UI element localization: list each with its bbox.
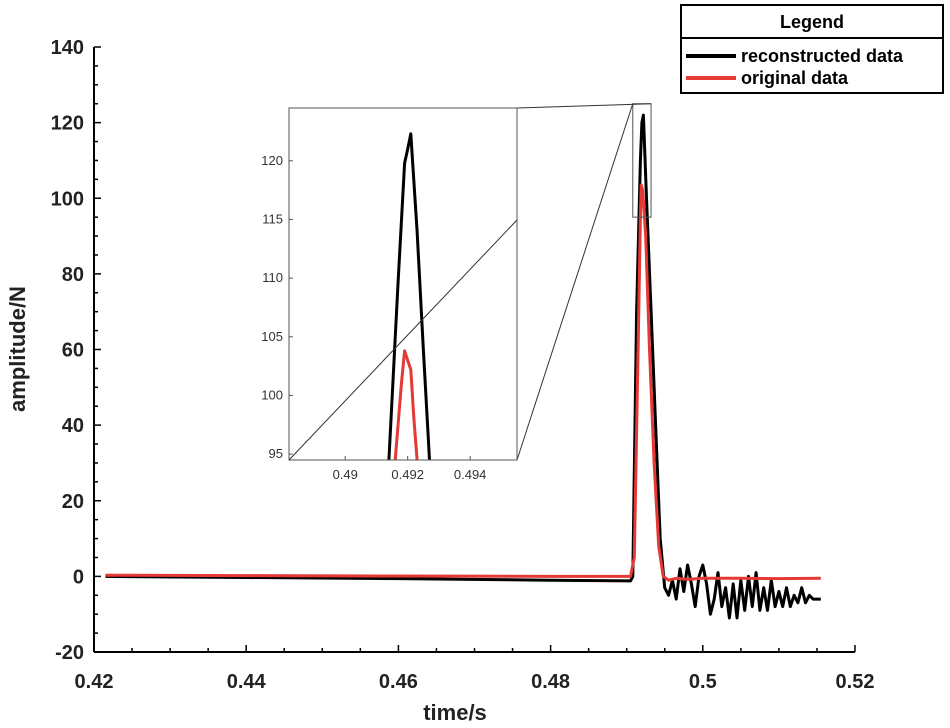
legend-title: Legend [780, 12, 844, 32]
x-axis-title: time/s [423, 700, 487, 725]
inset-y-tick-label: 115 [262, 211, 283, 226]
inset-y-tick-label: 105 [261, 329, 283, 344]
y-tick-label: 100 [51, 188, 84, 210]
x-tick-label: 0.44 [227, 671, 267, 693]
zoom-indicator [516, 103, 652, 461]
x-ticks: 0.42 0.44 0.46 0.48 0.5 0.52 [75, 645, 875, 693]
inset-y-tick-label: 120 [261, 153, 283, 168]
y-tick-label: 80 [62, 264, 84, 286]
y-axis-title: amplitude/N [5, 286, 30, 412]
y-tick-label: 140 [51, 37, 84, 59]
x-tick-label: 0.5 [689, 671, 717, 693]
legend: Legend reconstructed data original data [680, 4, 944, 94]
inset-x-tick-label: 0.492 [391, 467, 424, 482]
inset-x-tick-label: 0.49 [333, 467, 358, 482]
inset-y-tick-label: 110 [262, 270, 283, 285]
series-line-reconstructed-data [105, 113, 821, 620]
inset-y-tick-label: 100 [261, 387, 283, 402]
y-tick-label: 60 [62, 340, 84, 362]
series-line-original-data [105, 183, 821, 582]
inset-x-tick-label: 0.494 [454, 467, 487, 482]
inset-border [288, 107, 518, 461]
inset-series-line-original-data [393, 349, 419, 461]
y-tick-label: 20 [62, 491, 84, 513]
main-series [105, 113, 821, 620]
inset-frame [288, 107, 518, 461]
x-tick-label: 0.46 [379, 671, 418, 693]
inset-y-tick-label: 95 [269, 446, 283, 461]
y-tick-label: 120 [51, 113, 84, 135]
legend-label-reconstructed: reconstructed data [741, 46, 904, 66]
y-tick-label: 0 [73, 566, 84, 588]
inset-diagonal-connector [288, 219, 518, 461]
y-ticks: -20 0 20 40 60 80 100 120 140 [51, 37, 101, 664]
x-tick-label: 0.48 [531, 671, 570, 693]
zoom-connector-line [516, 103, 652, 109]
main-axes: 0.42 0.44 0.46 0.48 0.5 0.52 -20 0 20 40 60 80 100 1… [5, 37, 874, 725]
y-tick-label: -20 [55, 642, 84, 664]
inset-series [387, 132, 431, 461]
x-tick-label: 0.42 [75, 671, 114, 693]
legend-label-original: original data [741, 68, 849, 88]
inset-y-ticks: 95 100 105 110 115 120 [261, 153, 293, 461]
inset-series-line-reconstructed-data [387, 132, 431, 461]
inset-zoom-plot: 0.49 0.492 0.494 95 100 105 110 115 120 [261, 107, 518, 482]
inset-x-ticks: 0.49 0.492 0.494 [333, 456, 487, 482]
zoom-connector-line [516, 103, 634, 461]
x-tick-label: 0.52 [836, 671, 875, 693]
y-tick-label: 40 [62, 415, 84, 437]
